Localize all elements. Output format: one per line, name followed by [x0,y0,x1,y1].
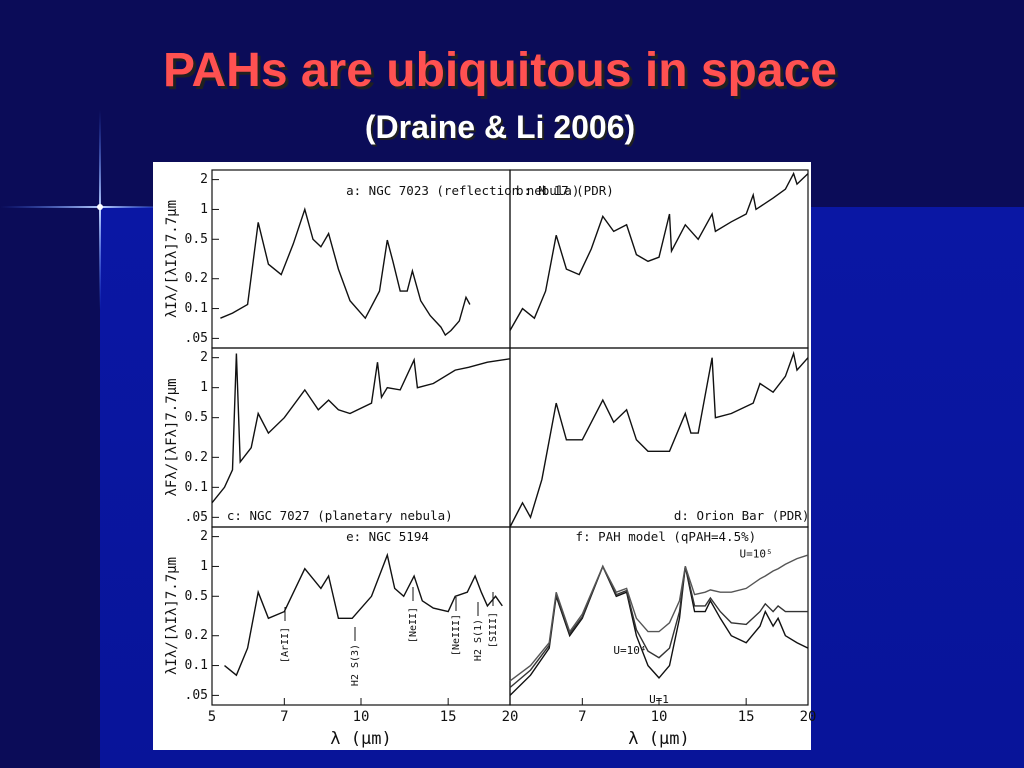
annotation: [SIII] [488,612,499,648]
x-tick-label: 15 [738,709,755,725]
series-label: U=10⁴ [613,644,646,657]
annotation: [NeIII] [451,614,462,656]
sparkle [97,204,103,210]
series-label: U=1 [649,693,669,706]
panel-label: d: Orion Bar (PDR) [674,508,809,523]
y-tick-label: 2 [200,172,208,187]
y-tick-label: .05 [185,331,208,346]
x-axis-label: λ (μm) [628,729,689,749]
x-tick-label: 20 [800,709,817,725]
y-tick-label: 1 [200,559,208,574]
sparkle-line [0,206,170,208]
annotation: [ArII] [280,627,291,663]
y-axis-label: λIλ/[λIλ]7.7μm [164,200,180,318]
x-tick-label: 10 [651,709,668,725]
y-tick-label: 1 [200,202,208,217]
y-tick-label: 0.5 [185,410,208,425]
annotation: [NeII] [408,607,419,643]
annotation: H2 S(3) [350,644,361,686]
x-tick-label: 15 [440,709,457,725]
y-tick-label: 2 [200,529,208,544]
spectrum-line [509,564,808,689]
panel-label: a: NGC 7023 (reflection nebula) [346,183,579,198]
y-tick-label: 0.2 [185,271,208,286]
y-tick-label: .05 [185,688,208,703]
y-tick-label: 0.1 [185,658,208,673]
panel-label: f: PAH model (qPAH=4.5%) [576,529,757,544]
panel-label: e: NGC 5194 [346,529,429,544]
y-tick-label: 0.2 [185,450,208,465]
x-axis-label: λ (μm) [330,729,391,749]
y-tick-label: 0.2 [185,628,208,643]
x-tick-label: 20 [502,709,519,725]
x-tick-label: 7 [280,709,288,725]
spectrum-line [224,552,503,677]
slide-subtitle: (Draine & Li 2006) [365,109,635,145]
x-tick-label: 5 [208,709,216,725]
figure-background [153,162,811,750]
title-shadow: PAHs are ubiquitous in space [166,47,840,100]
y-axis-label: λIλ/[λIλ]7.7μm [164,557,180,675]
figure: a: NGC 7023 (reflection nebula) .05 0.1 0.2… [164,169,817,749]
y-tick-label: .05 [185,510,208,525]
spectrum-line [509,554,809,682]
y-tick-label: 0.1 [185,480,208,495]
x-tick-label: 10 [353,709,370,725]
y-tick-label: 0.5 [185,589,208,604]
y-tick-label: 0.1 [185,301,208,316]
y-tick-label: 1 [200,380,208,395]
spectrum-line [509,350,809,528]
spectrum-line [211,353,511,504]
series-label: U=10⁵ [740,548,773,561]
subtitle-shadow: (Draine & Li 2006) [367,111,637,147]
panel-label: c: NGC 7027 (planetary nebula) [227,508,453,523]
slide-title: PAHs are ubiquitous in space [163,44,837,97]
annotation: H2 S(1) [473,619,484,661]
panel-label: b: M 17 (PDR) [516,183,614,198]
spectrum-line [509,171,809,331]
y-axis-label: λFλ/[λFλ]7.7μm [164,378,180,496]
spectrum-line [220,206,471,337]
x-tick-label: 7 [578,709,586,725]
y-tick-label: 0.5 [185,232,208,247]
y-tick-label: 2 [200,350,208,365]
